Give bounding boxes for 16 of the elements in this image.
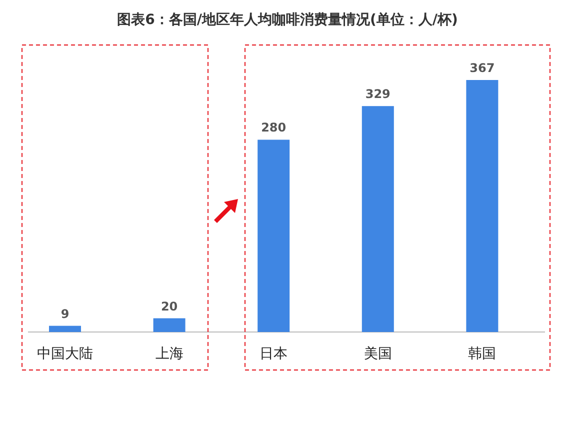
data-label: 20: [160, 299, 178, 314]
data-label: 329: [365, 87, 390, 102]
x-tick-label: 韩国: [468, 346, 496, 362]
bar: [258, 140, 290, 332]
bar: [153, 318, 186, 332]
bar: [49, 326, 81, 332]
chart-title: 图表6：各国/地区年人均咖啡消费量情况(单位：人/杯): [117, 12, 458, 28]
bar: [466, 80, 498, 332]
x-tick-label: 中国大陆: [37, 346, 93, 362]
x-tick-label: 日本: [260, 346, 288, 362]
x-tick-label: 上海: [155, 346, 184, 362]
data-label: 280: [261, 120, 286, 135]
x-tick-label: 美国: [364, 346, 392, 362]
bar: [362, 106, 394, 332]
data-label: 9: [60, 306, 70, 321]
data-label: 367: [470, 61, 495, 75]
